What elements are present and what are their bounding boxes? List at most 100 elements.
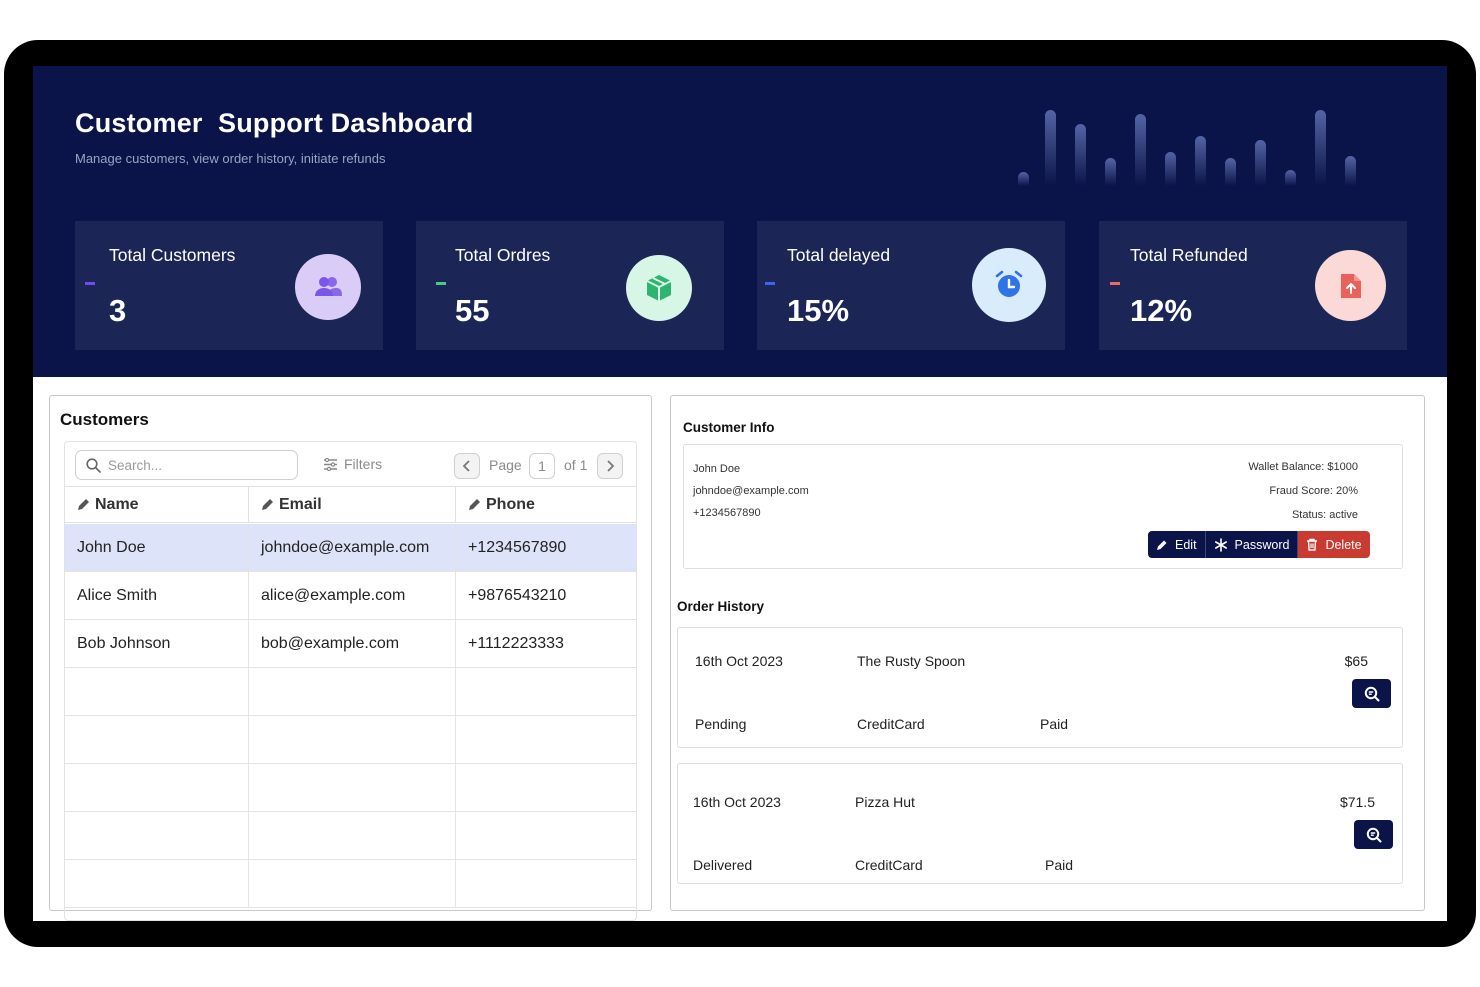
decorative-bars <box>1018 106 1358 186</box>
column-header-name[interactable]: Name <box>65 487 249 522</box>
chevron-right-icon <box>607 460 615 472</box>
next-page-button[interactable] <box>597 453 623 479</box>
stat-value: 3 <box>109 293 127 328</box>
empty-row <box>65 860 636 908</box>
view-order-button[interactable] <box>1354 820 1393 849</box>
prev-page-button[interactable] <box>454 453 480 479</box>
stat-accent <box>85 282 95 285</box>
order-date: 16th Oct 2023 <box>693 794 781 810</box>
stat-accent <box>1110 282 1120 285</box>
column-label: Email <box>279 495 322 513</box>
filters-button[interactable]: Filters <box>323 456 382 472</box>
delete-button[interactable]: Delete <box>1298 531 1370 558</box>
customers-panel: Customers Search... <box>49 395 652 921</box>
stat-value: 12% <box>1130 293 1193 328</box>
stat-value: 55 <box>455 293 490 328</box>
stat-card-refunded: Total Refunded 12% <box>1099 221 1407 350</box>
edit-button[interactable]: Edit <box>1148 531 1206 558</box>
payment-method: CreditCard <box>855 857 923 873</box>
customer-detail-panel: Customer Info John Doe johndoe@example.c… <box>670 395 1425 911</box>
table-row[interactable]: Alice Smith alice@example.com +987654321… <box>65 572 636 620</box>
search-icon <box>86 458 101 473</box>
stat-card-customers: Total Customers 3 <box>75 221 383 350</box>
cell-name: Bob Johnson <box>65 620 249 667</box>
edit-label: Edit <box>1175 537 1197 552</box>
column-label: Name <box>95 495 139 513</box>
order-date: 16th Oct 2023 <box>695 653 783 669</box>
chevron-left-icon <box>462 460 470 472</box>
file-upload-icon <box>1315 250 1386 321</box>
customer-actions: Edit Password Delete <box>1148 531 1370 558</box>
customer-phone: +1234567890 <box>693 507 761 519</box>
cell-phone: +1234567890 <box>468 538 567 556</box>
view-order-button[interactable] <box>1352 679 1391 708</box>
customer-info-card: John Doe johndoe@example.com +1234567890… <box>683 444 1403 569</box>
page-number-input[interactable]: 1 <box>529 453 555 479</box>
column-header-phone[interactable]: Phone <box>456 487 636 522</box>
filters-label: Filters <box>344 456 383 472</box>
cell-phone: +1112223333 <box>468 634 564 652</box>
stat-label: Total Ordres <box>455 245 551 265</box>
pencil-icon <box>469 499 480 510</box>
password-label: Password <box>1234 537 1290 552</box>
asterisk-icon <box>1214 537 1227 552</box>
page-label: Page <box>489 457 522 473</box>
column-header-email[interactable]: Email <box>249 487 456 522</box>
table-row[interactable]: John Doe johndoe@example.com +1234567890 <box>65 524 636 572</box>
customer-email: johndoe@example.com <box>693 485 809 497</box>
package-icon <box>626 255 692 321</box>
customer-status: Status: active <box>1291 509 1358 521</box>
alarm-clock-icon <box>972 248 1046 322</box>
cell-email: johndoe@example.com <box>249 524 456 571</box>
empty-row <box>65 716 636 764</box>
page-subtitle: Manage customers, view order history, in… <box>75 151 386 166</box>
filter-icon <box>324 457 337 471</box>
order-restaurant: Pizza Hut <box>855 794 915 810</box>
pencil-icon <box>78 499 89 510</box>
stat-label: Total delayed <box>787 245 891 265</box>
customers-title: Customers <box>60 410 149 429</box>
stat-label: Total Customers <box>109 245 236 265</box>
search-placeholder: Search... <box>108 458 163 473</box>
dashboard-header: Customer Support Dashboard Manage custom… <box>33 66 1447 377</box>
empty-row <box>65 812 636 860</box>
payment-status: Paid <box>1040 716 1069 732</box>
customers-table: Search... Filters Page 1 of 1 <box>64 441 637 921</box>
table-row[interactable]: Bob Johnson bob@example.com +1112223333 <box>65 620 636 668</box>
fraud-score: Fraud Score: 20% <box>1269 485 1358 497</box>
payment-status: Paid <box>1045 857 1074 873</box>
order-restaurant: The Rusty Spoon <box>857 653 966 669</box>
page-total: of 1 <box>564 457 588 473</box>
cell-phone: +9876543210 <box>468 586 567 604</box>
stat-accent <box>765 282 775 285</box>
customer-name: John Doe <box>693 463 741 475</box>
cell-name: John Doe <box>65 524 249 571</box>
empty-row <box>65 668 636 716</box>
stat-value: 15% <box>787 293 850 328</box>
search-input[interactable]: Search... <box>75 450 298 480</box>
order-amount: $65 <box>1344 653 1368 669</box>
table-header: Name Email Phone <box>65 487 636 523</box>
stat-accent <box>436 282 446 285</box>
stat-card-orders: Total Ordres 55 <box>416 221 724 350</box>
customer-info-title: Customer Info <box>683 420 775 435</box>
dashboard-screen: Customer Support Dashboard Manage custom… <box>33 66 1447 921</box>
trash-icon <box>1307 538 1318 551</box>
table-toolbar: Search... Filters Page 1 of 1 <box>65 442 636 487</box>
order-history-title: Order History <box>677 599 765 614</box>
pencil-icon <box>262 499 273 510</box>
cell-email: alice@example.com <box>249 572 456 619</box>
stat-card-delayed: Total delayed 15% <box>757 221 1065 350</box>
search-details-icon <box>1364 686 1379 701</box>
order-card[interactable]: 16th Oct 2023 The Rusty Spoon $65 Pendin… <box>677 627 1403 748</box>
password-button[interactable]: Password <box>1205 531 1299 558</box>
stat-label: Total Refunded <box>1130 245 1248 265</box>
column-label: Phone <box>486 495 535 513</box>
delete-label: Delete <box>1325 537 1362 552</box>
wallet-balance: Wallet Balance: $1000 <box>1248 461 1358 473</box>
order-card[interactable]: 16th Oct 2023 Pizza Hut $71.5 Delivered … <box>677 763 1403 884</box>
payment-method: CreditCard <box>857 716 925 732</box>
pencil-icon <box>1157 540 1167 550</box>
order-status: Delivered <box>693 857 753 873</box>
order-status: Pending <box>695 716 747 732</box>
